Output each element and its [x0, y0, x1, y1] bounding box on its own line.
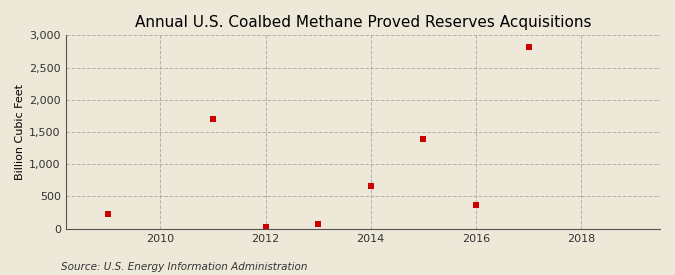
Title: Annual U.S. Coalbed Methane Proved Reserves Acquisitions: Annual U.S. Coalbed Methane Proved Reser…: [134, 15, 591, 30]
Y-axis label: Billion Cubic Feet: Billion Cubic Feet: [15, 84, 25, 180]
Text: Source: U.S. Energy Information Administration: Source: U.S. Energy Information Administ…: [61, 262, 307, 272]
